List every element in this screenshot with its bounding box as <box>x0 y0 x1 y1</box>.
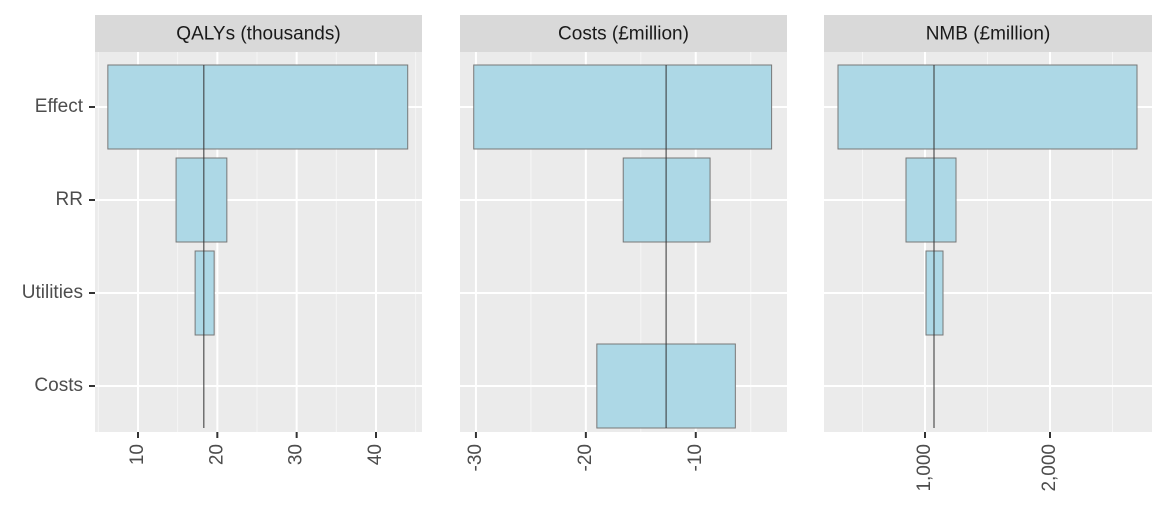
y-tick-label: Costs <box>34 375 83 396</box>
panel-title: Costs (£million) <box>558 24 689 45</box>
bar <box>107 64 409 150</box>
bar <box>622 157 711 243</box>
y-tick-label: RR <box>56 189 83 210</box>
x-tick-label: 40 <box>365 444 386 465</box>
x-tick-label: -20 <box>575 444 596 471</box>
x-tick-label: 20 <box>206 444 227 465</box>
panel-title: NMB (£million) <box>926 24 1051 45</box>
x-tick-label: -30 <box>465 444 486 471</box>
panel-title: QALYs (thousands) <box>176 24 340 45</box>
bar <box>905 157 957 243</box>
x-tick-label: 1,000 <box>914 444 935 492</box>
x-tick-label: 30 <box>286 444 307 465</box>
x-tick-label: -10 <box>685 444 706 471</box>
y-tick-label: Utilities <box>22 282 83 303</box>
bar <box>175 157 228 243</box>
strip-background <box>824 15 1152 52</box>
bar <box>194 250 215 336</box>
x-tick-label: 10 <box>127 444 148 465</box>
y-tick-label: Effect <box>35 96 84 117</box>
x-tick-label: 2,000 <box>1039 444 1060 492</box>
bar <box>473 64 773 150</box>
bar <box>837 64 1138 150</box>
strip-background <box>95 15 422 52</box>
strip-background <box>460 15 787 52</box>
